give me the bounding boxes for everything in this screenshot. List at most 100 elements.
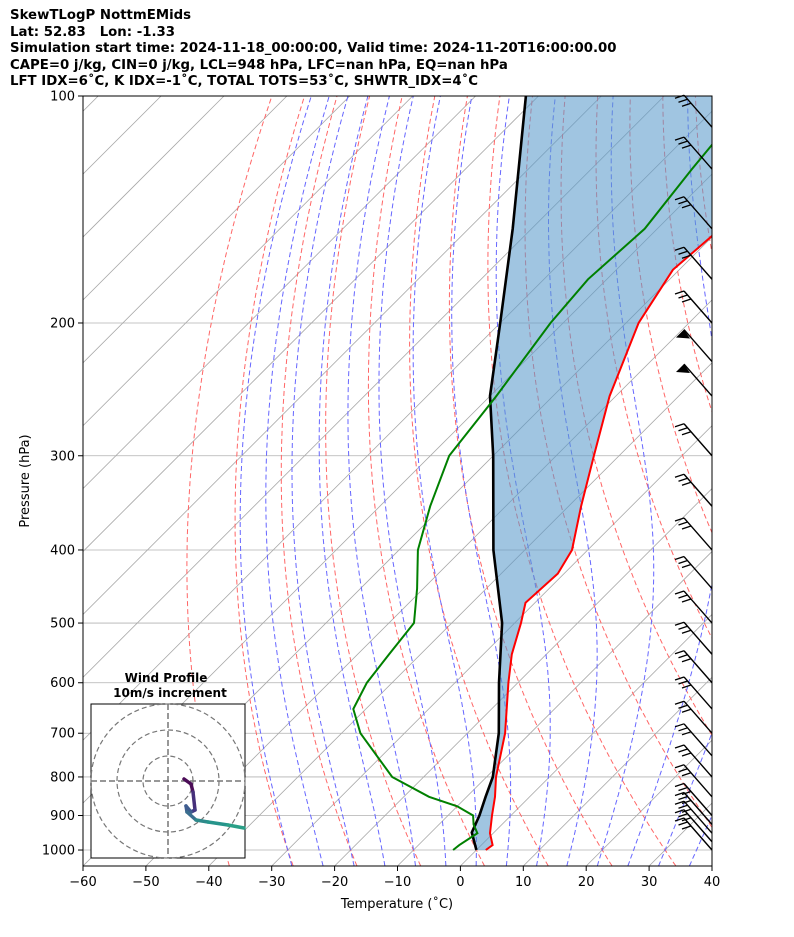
wind-barb (674, 791, 713, 825)
barb-staff (683, 290, 713, 324)
barb-feather (681, 708, 692, 713)
wind-barb (674, 744, 713, 778)
moist-adiabat (658, 731, 712, 866)
barb-staff (683, 723, 713, 757)
inset-subtitle: 10m/s increment (113, 686, 227, 700)
barb-feather (674, 700, 685, 705)
hodograph-trace (206, 820, 230, 827)
barb-feather (681, 799, 692, 805)
x-tick-label: −20 (321, 875, 348, 890)
barb-staff (683, 136, 713, 170)
barb-feather (678, 727, 688, 732)
x-tick-label: 10 (515, 875, 532, 890)
barb-feather (681, 598, 692, 603)
barb-staff (683, 196, 713, 230)
moist-adiabat (265, 96, 330, 866)
y-tick-label: 500 (50, 617, 75, 632)
dry-adiabat (409, 96, 549, 866)
isotherm-line (271, 425, 712, 866)
barb-staff (683, 423, 713, 457)
barb-staff (683, 700, 713, 734)
x-tick-label: 0 (456, 875, 464, 890)
barb-pennant (676, 329, 690, 339)
moist-adiabat (627, 96, 712, 866)
barb-feather (674, 764, 685, 769)
barb-staff (683, 246, 713, 280)
isotherm-line (83, 96, 413, 427)
wind-barb (674, 290, 713, 324)
barb-feather (674, 473, 685, 478)
barb-staff (683, 329, 713, 363)
barb-staff (683, 621, 713, 655)
barb-staff (683, 556, 713, 589)
temperature-profile-line (485, 234, 712, 851)
barb-feather (681, 825, 692, 830)
isotherm-line (83, 96, 602, 615)
wind-barb (674, 800, 713, 834)
barb-feather (674, 621, 685, 626)
moist-adiabat (291, 96, 355, 866)
barb-feather (678, 250, 688, 255)
wind-barb (674, 196, 713, 230)
cape-shading (471, 96, 712, 850)
barb-feather (678, 654, 688, 659)
barb-staff (683, 517, 713, 551)
barb-staff (683, 473, 713, 507)
barb-staff (683, 800, 713, 834)
barb-feather (674, 744, 685, 749)
x-tick-label: 30 (641, 875, 658, 890)
barb-feather (674, 196, 685, 201)
barb-staff (683, 590, 713, 624)
index-line: LFT IDX=6˚C, K IDX=-1˚C, TOTAL TOTS=53˚C… (10, 74, 479, 89)
barb-feather (678, 427, 688, 432)
wind-barbs (674, 94, 713, 851)
wind-barb (674, 136, 713, 170)
barb-feather (678, 521, 688, 526)
wind-barb (674, 517, 713, 551)
barb-staff (683, 94, 713, 128)
isotherm-line (711, 865, 712, 866)
barb-staff (683, 792, 713, 825)
barb-feather (678, 680, 688, 685)
barb-pennant (676, 364, 690, 374)
barb-staff (683, 650, 713, 684)
barb-staff (683, 676, 713, 710)
y-tick-label: 100 (50, 90, 75, 105)
barb-feather (681, 254, 692, 259)
y-tick-label: 400 (50, 543, 75, 558)
inset-title: Wind Profile (125, 671, 208, 685)
barb-feather (678, 704, 688, 709)
dry-adiabat (761, 96, 794, 866)
barb-feather (678, 821, 688, 826)
x-axis-label: Temperature (˚C) (340, 896, 453, 912)
barb-feather (674, 817, 685, 822)
barb-feather (681, 144, 692, 149)
isotherm-line (334, 488, 712, 866)
y-axis-label: Pressure (hPa) (18, 434, 33, 527)
barb-feather (674, 555, 685, 561)
dry-adiabat (325, 96, 422, 866)
moist-adiabat (318, 96, 386, 866)
barb-staff (683, 363, 713, 397)
isotherm-line (83, 96, 539, 553)
barb-feather (678, 813, 688, 818)
time-line: Simulation start time: 2024-11-18_00:00:… (10, 41, 617, 56)
barb-feather (674, 136, 685, 141)
isotherm-line (83, 96, 225, 238)
barb-feather (674, 800, 685, 805)
y-tick-label: 800 (50, 770, 75, 785)
wind-barb (674, 700, 713, 734)
isotherm-line (83, 96, 288, 301)
wind-barb (674, 817, 713, 851)
wind-barb (674, 590, 713, 624)
barb-feather (674, 791, 685, 797)
x-tick-label: −60 (69, 875, 96, 890)
dry-adiabat (448, 96, 613, 866)
isotherm-line (83, 96, 351, 364)
hodograph-trace (185, 810, 198, 822)
x-tick-label: −10 (384, 875, 411, 890)
barb-staff (683, 809, 713, 843)
moist-adiabat (720, 96, 794, 866)
wind-barb (674, 764, 713, 798)
barb-feather (674, 650, 685, 655)
